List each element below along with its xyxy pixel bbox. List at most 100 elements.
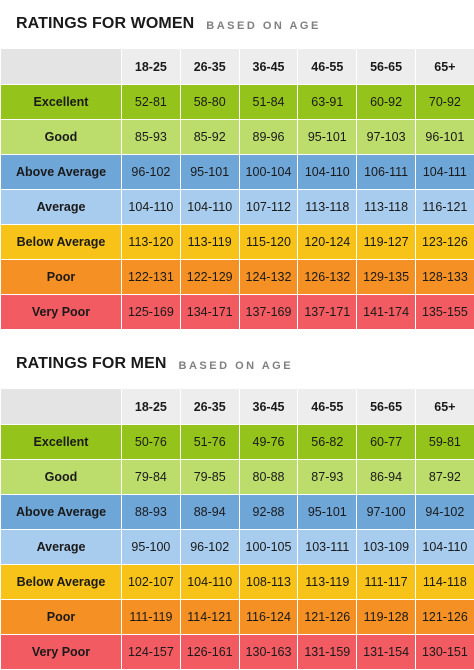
table-cell: 124-157 [122,635,181,670]
rating-label: Below Average [1,565,122,600]
table-cell: 104-110 [415,530,474,565]
table-row: Poor 122-131 122-129 124-132 126-132 129… [1,260,474,295]
table-cell: 104-110 [180,190,239,225]
table-cell: 134-171 [180,295,239,330]
men-subtitle: BASED ON AGE [179,360,294,372]
table-cell: 59-81 [415,425,474,460]
rating-label: Excellent [1,85,122,120]
table-cell: 102-107 [122,565,181,600]
table-cell: 115-120 [239,225,298,260]
table-cell: 100-105 [239,530,298,565]
table-cell: 104-111 [415,155,474,190]
rating-label: Excellent [1,425,122,460]
table-cell: 60-92 [357,85,416,120]
table-cell: 60-77 [357,425,416,460]
table-cell: 58-80 [180,85,239,120]
table-cell: 89-96 [239,120,298,155]
age-header: 56-65 [357,49,416,85]
table-cell: 96-102 [180,530,239,565]
table-cell: 113-119 [298,565,357,600]
women-title: RATINGS FOR WOMEN [16,15,194,33]
table-cell: 56-82 [298,425,357,460]
table-cell: 50-76 [122,425,181,460]
rating-label: Poor [1,260,122,295]
table-cell: 88-94 [180,495,239,530]
table-cell: 104-110 [298,155,357,190]
table-cell: 95-101 [298,495,357,530]
table-row: Below Average 102-107 104-110 108-113 11… [1,565,474,600]
age-header: 56-65 [357,389,416,425]
table-cell: 124-132 [239,260,298,295]
rating-label: Poor [1,600,122,635]
table-cell: 113-119 [180,225,239,260]
rating-label: Good [1,460,122,495]
age-header: 26-35 [180,389,239,425]
table-cell: 103-111 [298,530,357,565]
table-row: Above Average 96-102 95-101 100-104 104-… [1,155,474,190]
men-title: RATINGS FOR MEN [16,355,167,373]
table-row: Below Average 113-120 113-119 115-120 12… [1,225,474,260]
rating-label: Very Poor [1,635,122,670]
rating-label: Average [1,530,122,565]
table-cell: 104-110 [180,565,239,600]
table-cell: 119-127 [357,225,416,260]
corner-cell [1,389,122,425]
table-cell: 129-135 [357,260,416,295]
table-cell: 96-101 [415,120,474,155]
age-header: 18-25 [122,49,181,85]
table-cell: 51-76 [180,425,239,460]
table-cell: 121-126 [298,600,357,635]
age-header: 46-55 [298,49,357,85]
table-cell: 130-151 [415,635,474,670]
age-header: 36-45 [239,49,298,85]
age-header: 36-45 [239,389,298,425]
age-header: 18-25 [122,389,181,425]
age-header: 65+ [415,389,474,425]
table-cell: 85-93 [122,120,181,155]
rating-label: Good [1,120,122,155]
table-cell: 92-88 [239,495,298,530]
table-cell: 108-113 [239,565,298,600]
table-cell: 49-76 [239,425,298,460]
table-cell: 95-100 [122,530,181,565]
rating-label: Above Average [1,495,122,530]
age-header: 65+ [415,49,474,85]
table-cell: 111-117 [357,565,416,600]
table-cell: 120-124 [298,225,357,260]
table-cell: 52-81 [122,85,181,120]
section-divider [0,330,474,340]
table-row: Good 79-84 79-85 80-88 87-93 86-94 87-92 [1,460,474,495]
table-cell: 100-104 [239,155,298,190]
table-cell: 116-121 [415,190,474,225]
rating-label: Above Average [1,155,122,190]
table-row: Good 85-93 85-92 89-96 95-101 97-103 96-… [1,120,474,155]
men-header-row: 18-25 26-35 36-45 46-55 56-65 65+ [1,389,474,425]
table-cell: 122-131 [122,260,181,295]
women-header: RATINGS FOR WOMEN BASED ON AGE [0,0,474,48]
women-subtitle: BASED ON AGE [206,20,321,32]
table-cell: 137-169 [239,295,298,330]
table-cell: 87-93 [298,460,357,495]
women-header-row: 18-25 26-35 36-45 46-55 56-65 65+ [1,49,474,85]
table-cell: 104-110 [122,190,181,225]
age-header: 46-55 [298,389,357,425]
table-cell: 126-161 [180,635,239,670]
table-cell: 131-154 [357,635,416,670]
rating-label: Average [1,190,122,225]
rating-label: Very Poor [1,295,122,330]
table-row: Very Poor 124-157 126-161 130-163 131-15… [1,635,474,670]
table-cell: 95-101 [298,120,357,155]
table-cell: 130-163 [239,635,298,670]
age-header: 26-35 [180,49,239,85]
table-cell: 79-85 [180,460,239,495]
table-cell: 125-169 [122,295,181,330]
table-cell: 96-102 [122,155,181,190]
table-cell: 122-129 [180,260,239,295]
table-cell: 86-94 [357,460,416,495]
table-cell: 97-103 [357,120,416,155]
women-ratings-table: 18-25 26-35 36-45 46-55 56-65 65+ Excell… [0,48,474,330]
table-cell: 106-111 [357,155,416,190]
table-row: Poor 111-119 114-121 116-124 121-126 119… [1,600,474,635]
table-cell: 107-112 [239,190,298,225]
table-cell: 70-92 [415,85,474,120]
